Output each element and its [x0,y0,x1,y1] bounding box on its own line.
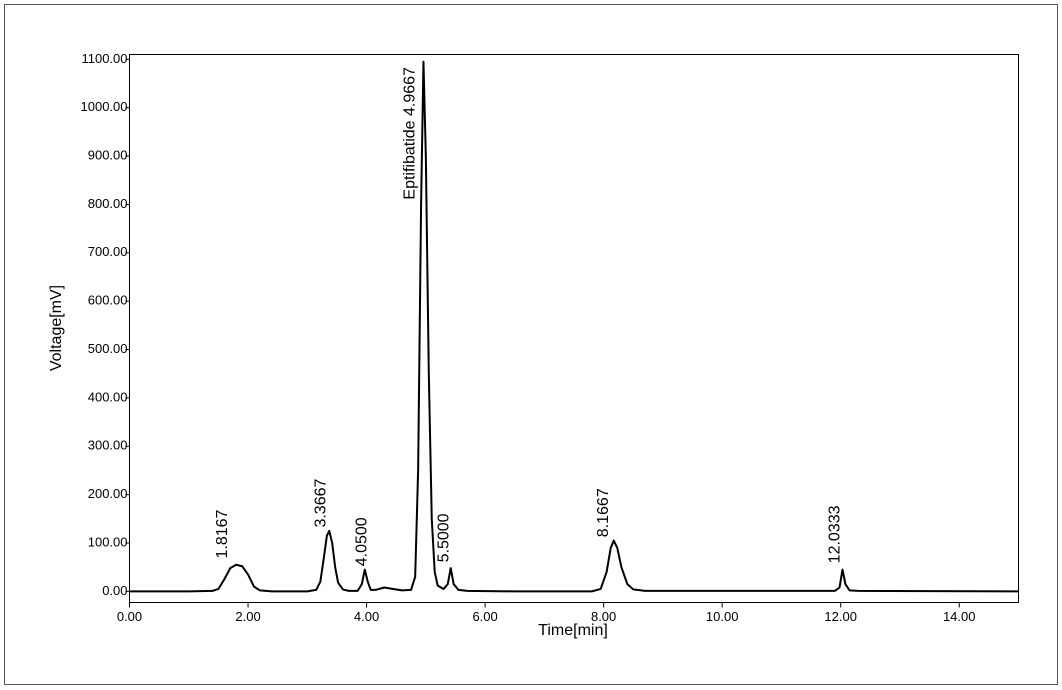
x-tick-label: 4.00 [354,609,379,624]
x-tick-label: 10.00 [706,609,739,624]
y-tick-label: 0.00 [102,583,127,598]
peak-label: 12.0333 [827,505,844,563]
peak-label: 1.8167 [214,509,231,558]
x-tick-label: 8.00 [591,609,616,624]
peak-label: 5.5000 [435,513,452,562]
y-tick-label: 700.00 [88,244,128,259]
trace [129,60,1019,593]
peak-label: 3.3667 [313,478,330,527]
y-tick-label: 800.00 [88,196,128,211]
y-tick-label: 900.00 [88,148,128,163]
y-tick-label: 600.00 [88,293,128,308]
x-tick-label: 14.00 [943,609,976,624]
y-tick-label: 1100.00 [81,51,127,66]
x-tick-label: 0.00 [117,609,142,624]
y-tick-label: 100.00 [88,534,128,549]
x-tick-label: 2.00 [235,609,260,624]
peak-label: Eptifibatide 4.9667 [402,67,419,200]
plot-area [129,54,1019,603]
y-tick-label: 300.00 [88,438,128,453]
x-tick-label: 6.00 [472,609,497,624]
y-tick-label: 1000.00 [81,99,128,114]
x-tick-label: 12.00 [824,609,857,624]
y-axis-label: Voltage[mV] [48,285,65,371]
frame [4,4,1058,685]
peak-label: 8.1667 [595,488,612,537]
y-tick-label: 200.00 [88,486,128,501]
x-axis-label: Time[min] [538,622,608,639]
peak-label: 4.0500 [354,517,371,566]
y-tick-label: 500.00 [88,341,128,356]
y-tick-label: 400.00 [88,389,128,404]
